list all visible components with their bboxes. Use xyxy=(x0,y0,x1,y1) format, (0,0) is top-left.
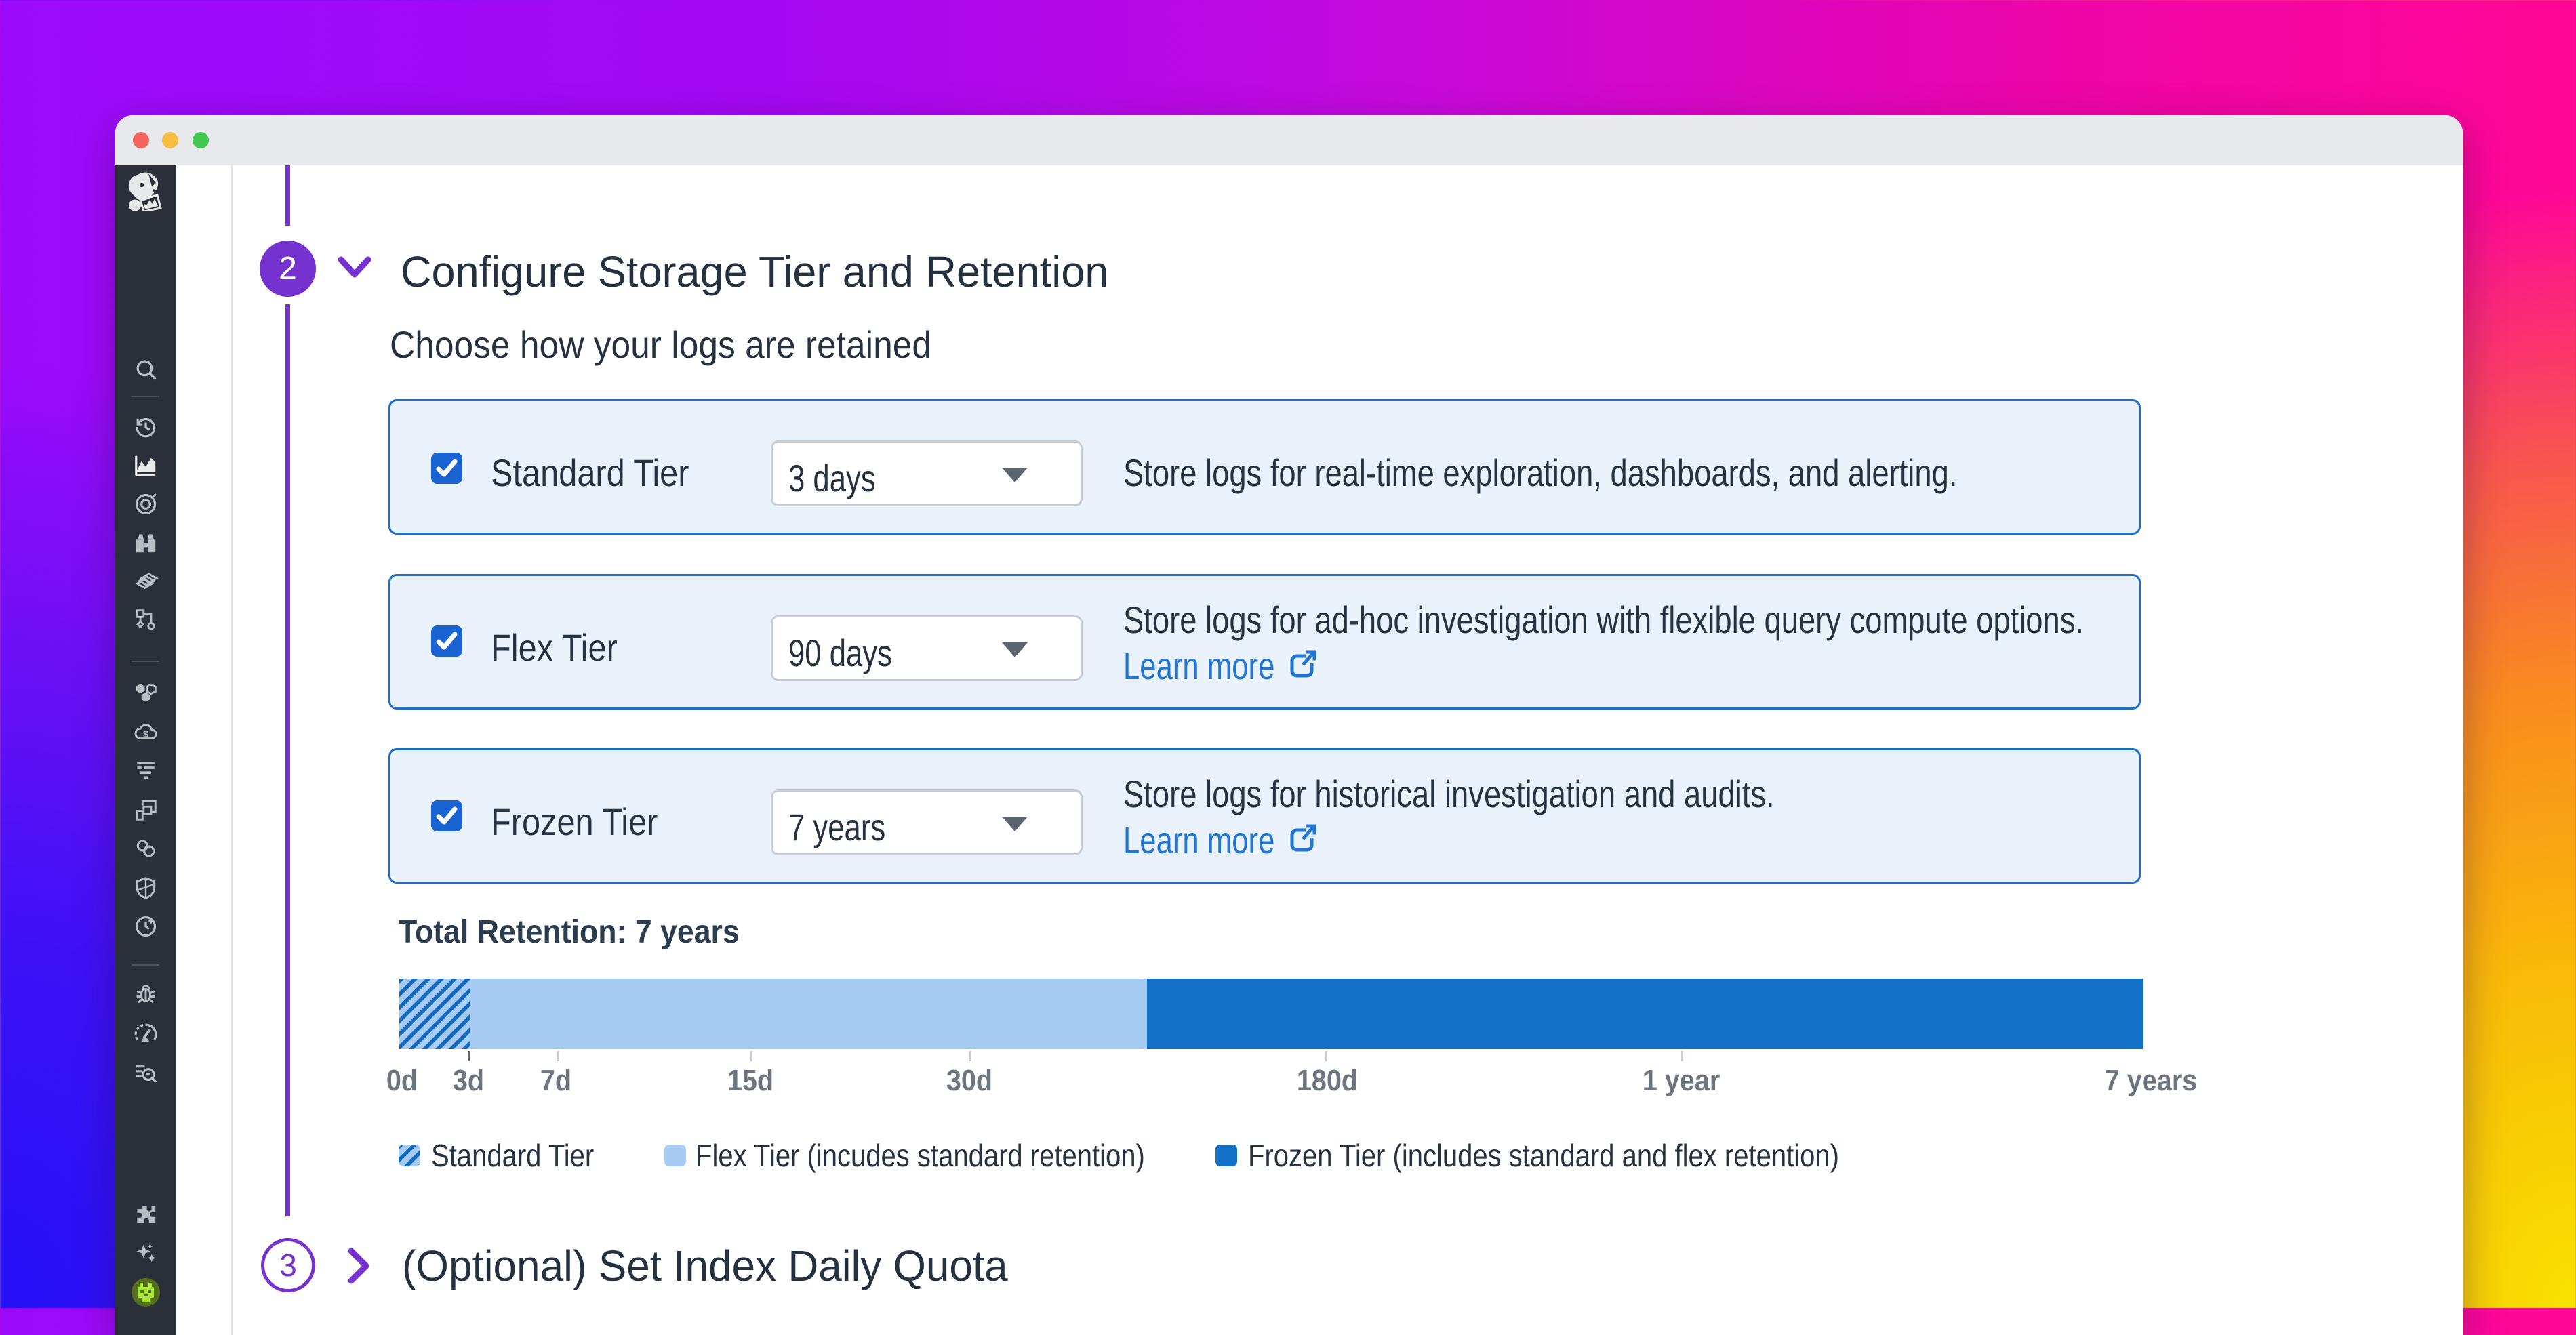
svg-text:$: $ xyxy=(143,729,148,740)
